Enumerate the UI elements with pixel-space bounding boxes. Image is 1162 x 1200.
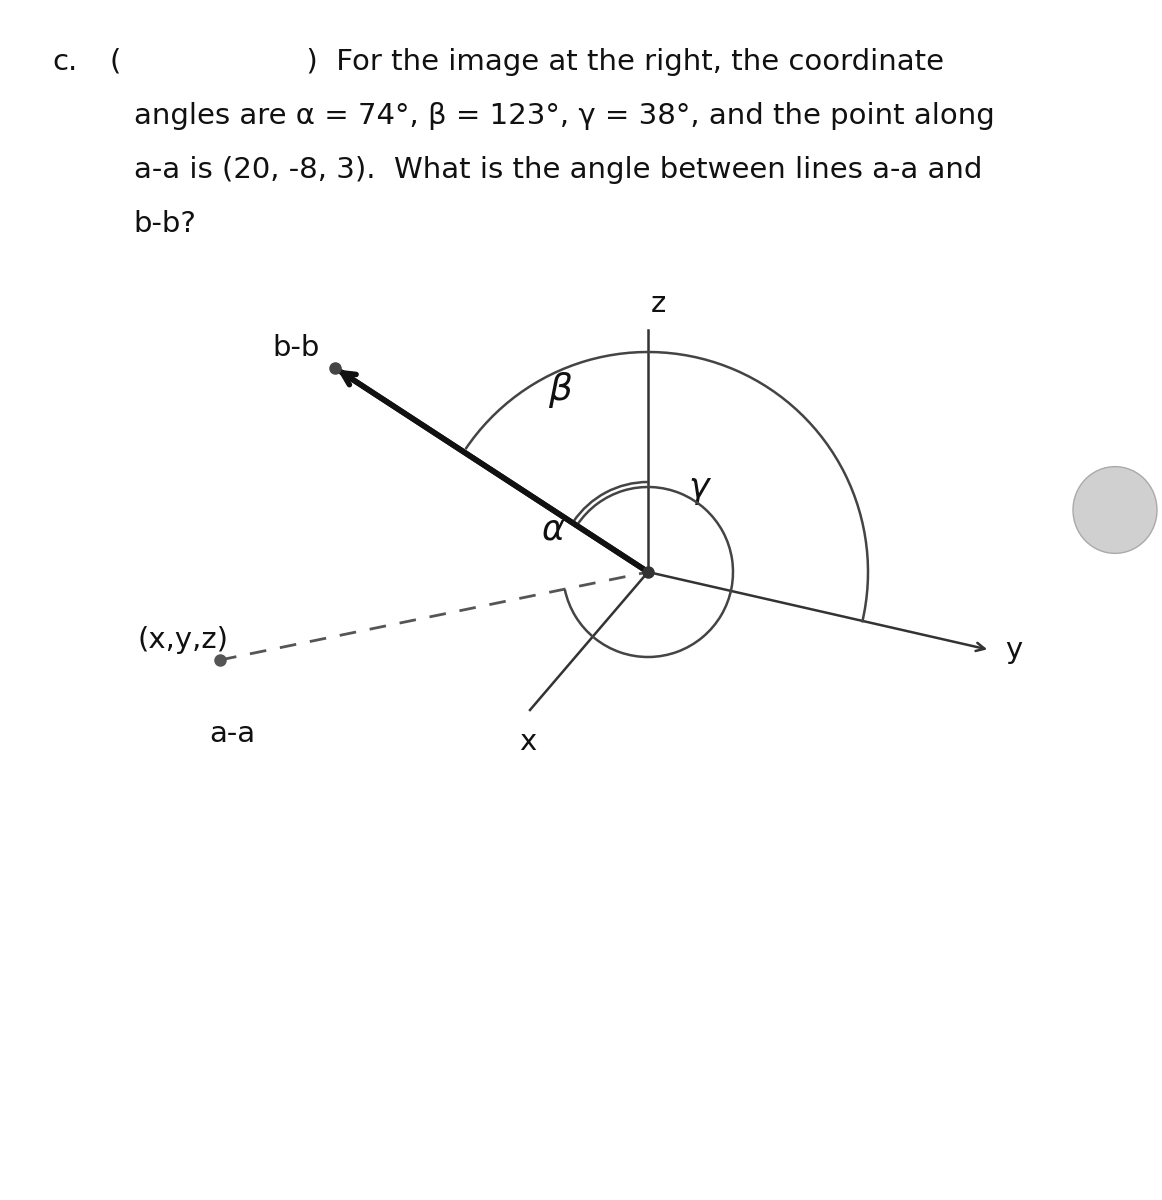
Text: c.: c. <box>52 48 78 76</box>
Text: x: x <box>519 728 537 756</box>
Text: a-a: a-a <box>209 720 256 748</box>
Text: (x,y,z): (x,y,z) <box>138 626 229 654</box>
Text: ∨: ∨ <box>1107 520 1122 539</box>
Text: z: z <box>651 290 666 318</box>
Text: ∧: ∧ <box>1107 481 1122 500</box>
Text: b-b: b-b <box>272 334 320 362</box>
Text: (                    )  For the image at the right, the coordinate: ( ) For the image at the right, the coor… <box>110 48 945 76</box>
Text: b-b?: b-b? <box>134 210 196 238</box>
Text: angles are α = 74°, β = 123°, γ = 38°, and the point along: angles are α = 74°, β = 123°, γ = 38°, a… <box>134 102 995 130</box>
Circle shape <box>1073 467 1157 553</box>
Text: $\beta$: $\beta$ <box>547 370 573 410</box>
Text: $\gamma$: $\gamma$ <box>688 473 712 506</box>
Text: $\alpha$: $\alpha$ <box>540 514 565 547</box>
Text: y: y <box>1005 636 1023 664</box>
Text: a-a is (20, -8, 3).  What is the angle between lines a-a and: a-a is (20, -8, 3). What is the angle be… <box>134 156 982 184</box>
